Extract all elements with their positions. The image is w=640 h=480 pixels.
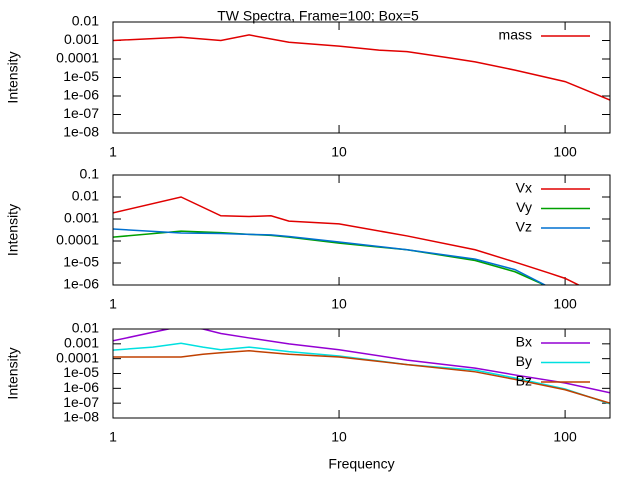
y-tick-label: 1e-06: [63, 379, 99, 395]
y-tick-label: 0.0001: [56, 232, 99, 248]
plot-area: [113, 196, 581, 285]
x-tick-label: 1: [109, 296, 117, 312]
x-tick-label: 100: [553, 144, 577, 160]
chart-title: TW Spectra, Frame=100; Box=5: [217, 8, 419, 24]
series-line: [113, 230, 547, 285]
y-tick-label: 0.001: [64, 31, 99, 47]
y-tick-label: 0.0001: [56, 349, 99, 365]
x-tick-label: 100: [553, 429, 577, 445]
y-tick-label: 1e-05: [63, 254, 99, 270]
plot-area: [113, 34, 610, 101]
y-tick-label: 1e-08: [63, 409, 99, 425]
x-tick-label: 100: [553, 296, 577, 312]
y-tick-label: 0.1: [80, 166, 100, 182]
x-tick-label: 10: [331, 296, 347, 312]
y-tick-label: 1e-06: [63, 276, 99, 292]
y-tick-label: 1e-05: [63, 68, 99, 84]
series-line: [113, 34, 610, 101]
y-tick-label: 0.01: [72, 13, 99, 29]
y-tick-label: 1e-07: [63, 105, 99, 121]
legend-label: mass: [499, 27, 532, 43]
y-tick-label: 1e-08: [63, 124, 99, 140]
series-line: [113, 196, 581, 285]
legend-label: Vz: [516, 219, 532, 235]
y-tick-label: 1e-06: [63, 87, 99, 103]
y-tick-label: 1e-05: [63, 364, 99, 380]
plot-border: [112, 174, 611, 286]
x-axis-label: Frequency: [328, 456, 394, 472]
x-tick-label: 10: [331, 144, 347, 160]
y-tick-label: 0.001: [64, 210, 99, 226]
plot-border: [112, 21, 611, 134]
series-line: [113, 350, 610, 404]
plot-border: [112, 328, 611, 419]
x-tick-label: 10: [331, 429, 347, 445]
y-tick-label: 0.001: [64, 335, 99, 351]
series-line: [113, 329, 610, 394]
legend-label: Vx: [516, 180, 532, 196]
legend-label: By: [516, 353, 532, 369]
y-tick-label: 0.0001: [56, 50, 99, 66]
y-tick-label: 0.01: [72, 188, 99, 204]
y-axis-label: Intensity: [5, 347, 21, 399]
y-tick-label: 0.01: [72, 320, 99, 336]
y-tick-label: 1e-07: [63, 394, 99, 410]
series-line: [113, 228, 547, 285]
x-tick-label: 1: [109, 144, 117, 160]
series-line: [113, 342, 610, 405]
legend-label: Vy: [516, 199, 532, 215]
legend-label: Bz: [516, 373, 532, 389]
plot-area: [113, 329, 610, 405]
legend-label: Bx: [516, 334, 532, 350]
y-axis-label: Intensity: [5, 204, 21, 256]
x-tick-label: 1: [109, 429, 117, 445]
y-axis-label: Intensity: [5, 51, 21, 103]
